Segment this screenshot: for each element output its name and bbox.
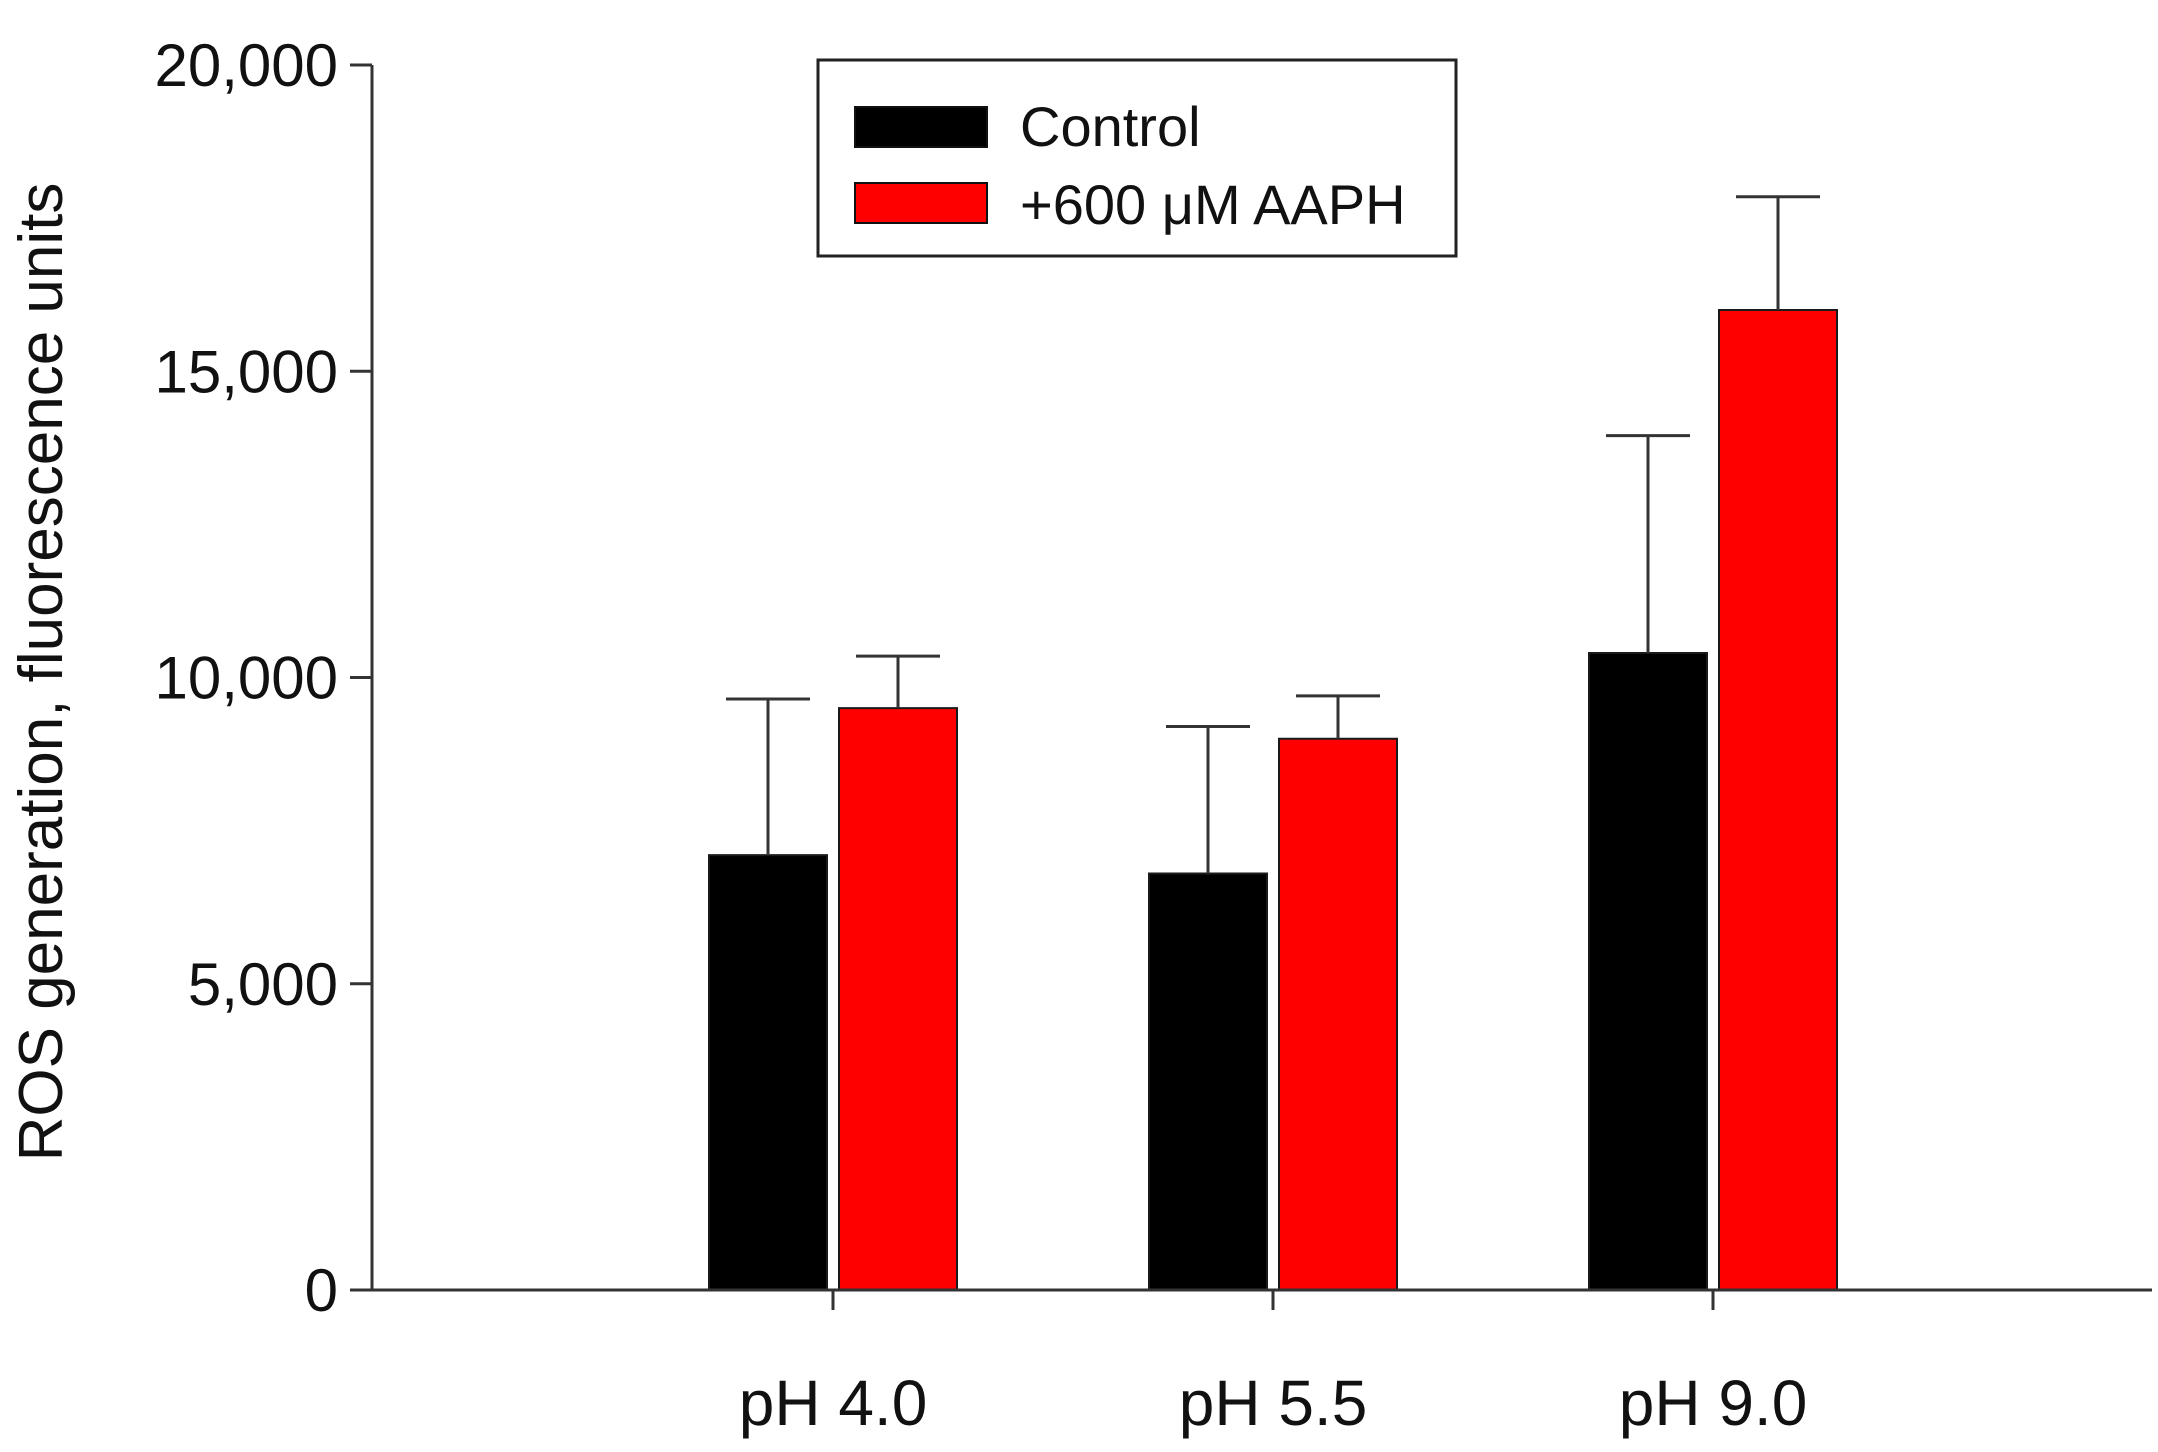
- y-axis-title: ROS generation, fluorescence units: [7, 183, 76, 1162]
- legend-label-control: Control: [1020, 95, 1201, 158]
- y-tick-label-0: 0: [305, 1257, 338, 1324]
- axes-layer: pH 4.0 pH 5.5 pH 9.0 0 5,000 10,000 15,000 20,0…: [154, 32, 2152, 1439]
- bar-aaph-1: [1278, 737, 1398, 1291]
- legend: Control +600 μM AAPH: [816, 58, 1458, 258]
- y-tick-label-4: 20,000: [154, 32, 338, 99]
- bar-aaph-0: [838, 707, 958, 1291]
- bars-layer: [708, 309, 1838, 1291]
- x-tick-label-2: pH 9.0: [1619, 1367, 1808, 1439]
- legend-swatch-aaph: [854, 182, 988, 224]
- bar-aaph-2: [1718, 309, 1838, 1291]
- legend-swatch-control: [854, 106, 988, 148]
- legend-label-aaph: +600 μM AAPH: [1020, 173, 1406, 236]
- y-tick-label-2: 10,000: [154, 645, 338, 712]
- bar-control-2: [1588, 652, 1708, 1291]
- y-tick-label-3: 15,000: [154, 338, 338, 405]
- bar-control-1: [1148, 872, 1268, 1291]
- error-bars-layer: [726, 195, 1820, 874]
- x-tick-label-1: pH 5.5: [1179, 1367, 1368, 1439]
- y-tick-label-1: 5,000: [188, 951, 338, 1018]
- x-tick-label-0: pH 4.0: [739, 1367, 928, 1439]
- bar-control-0: [708, 854, 828, 1291]
